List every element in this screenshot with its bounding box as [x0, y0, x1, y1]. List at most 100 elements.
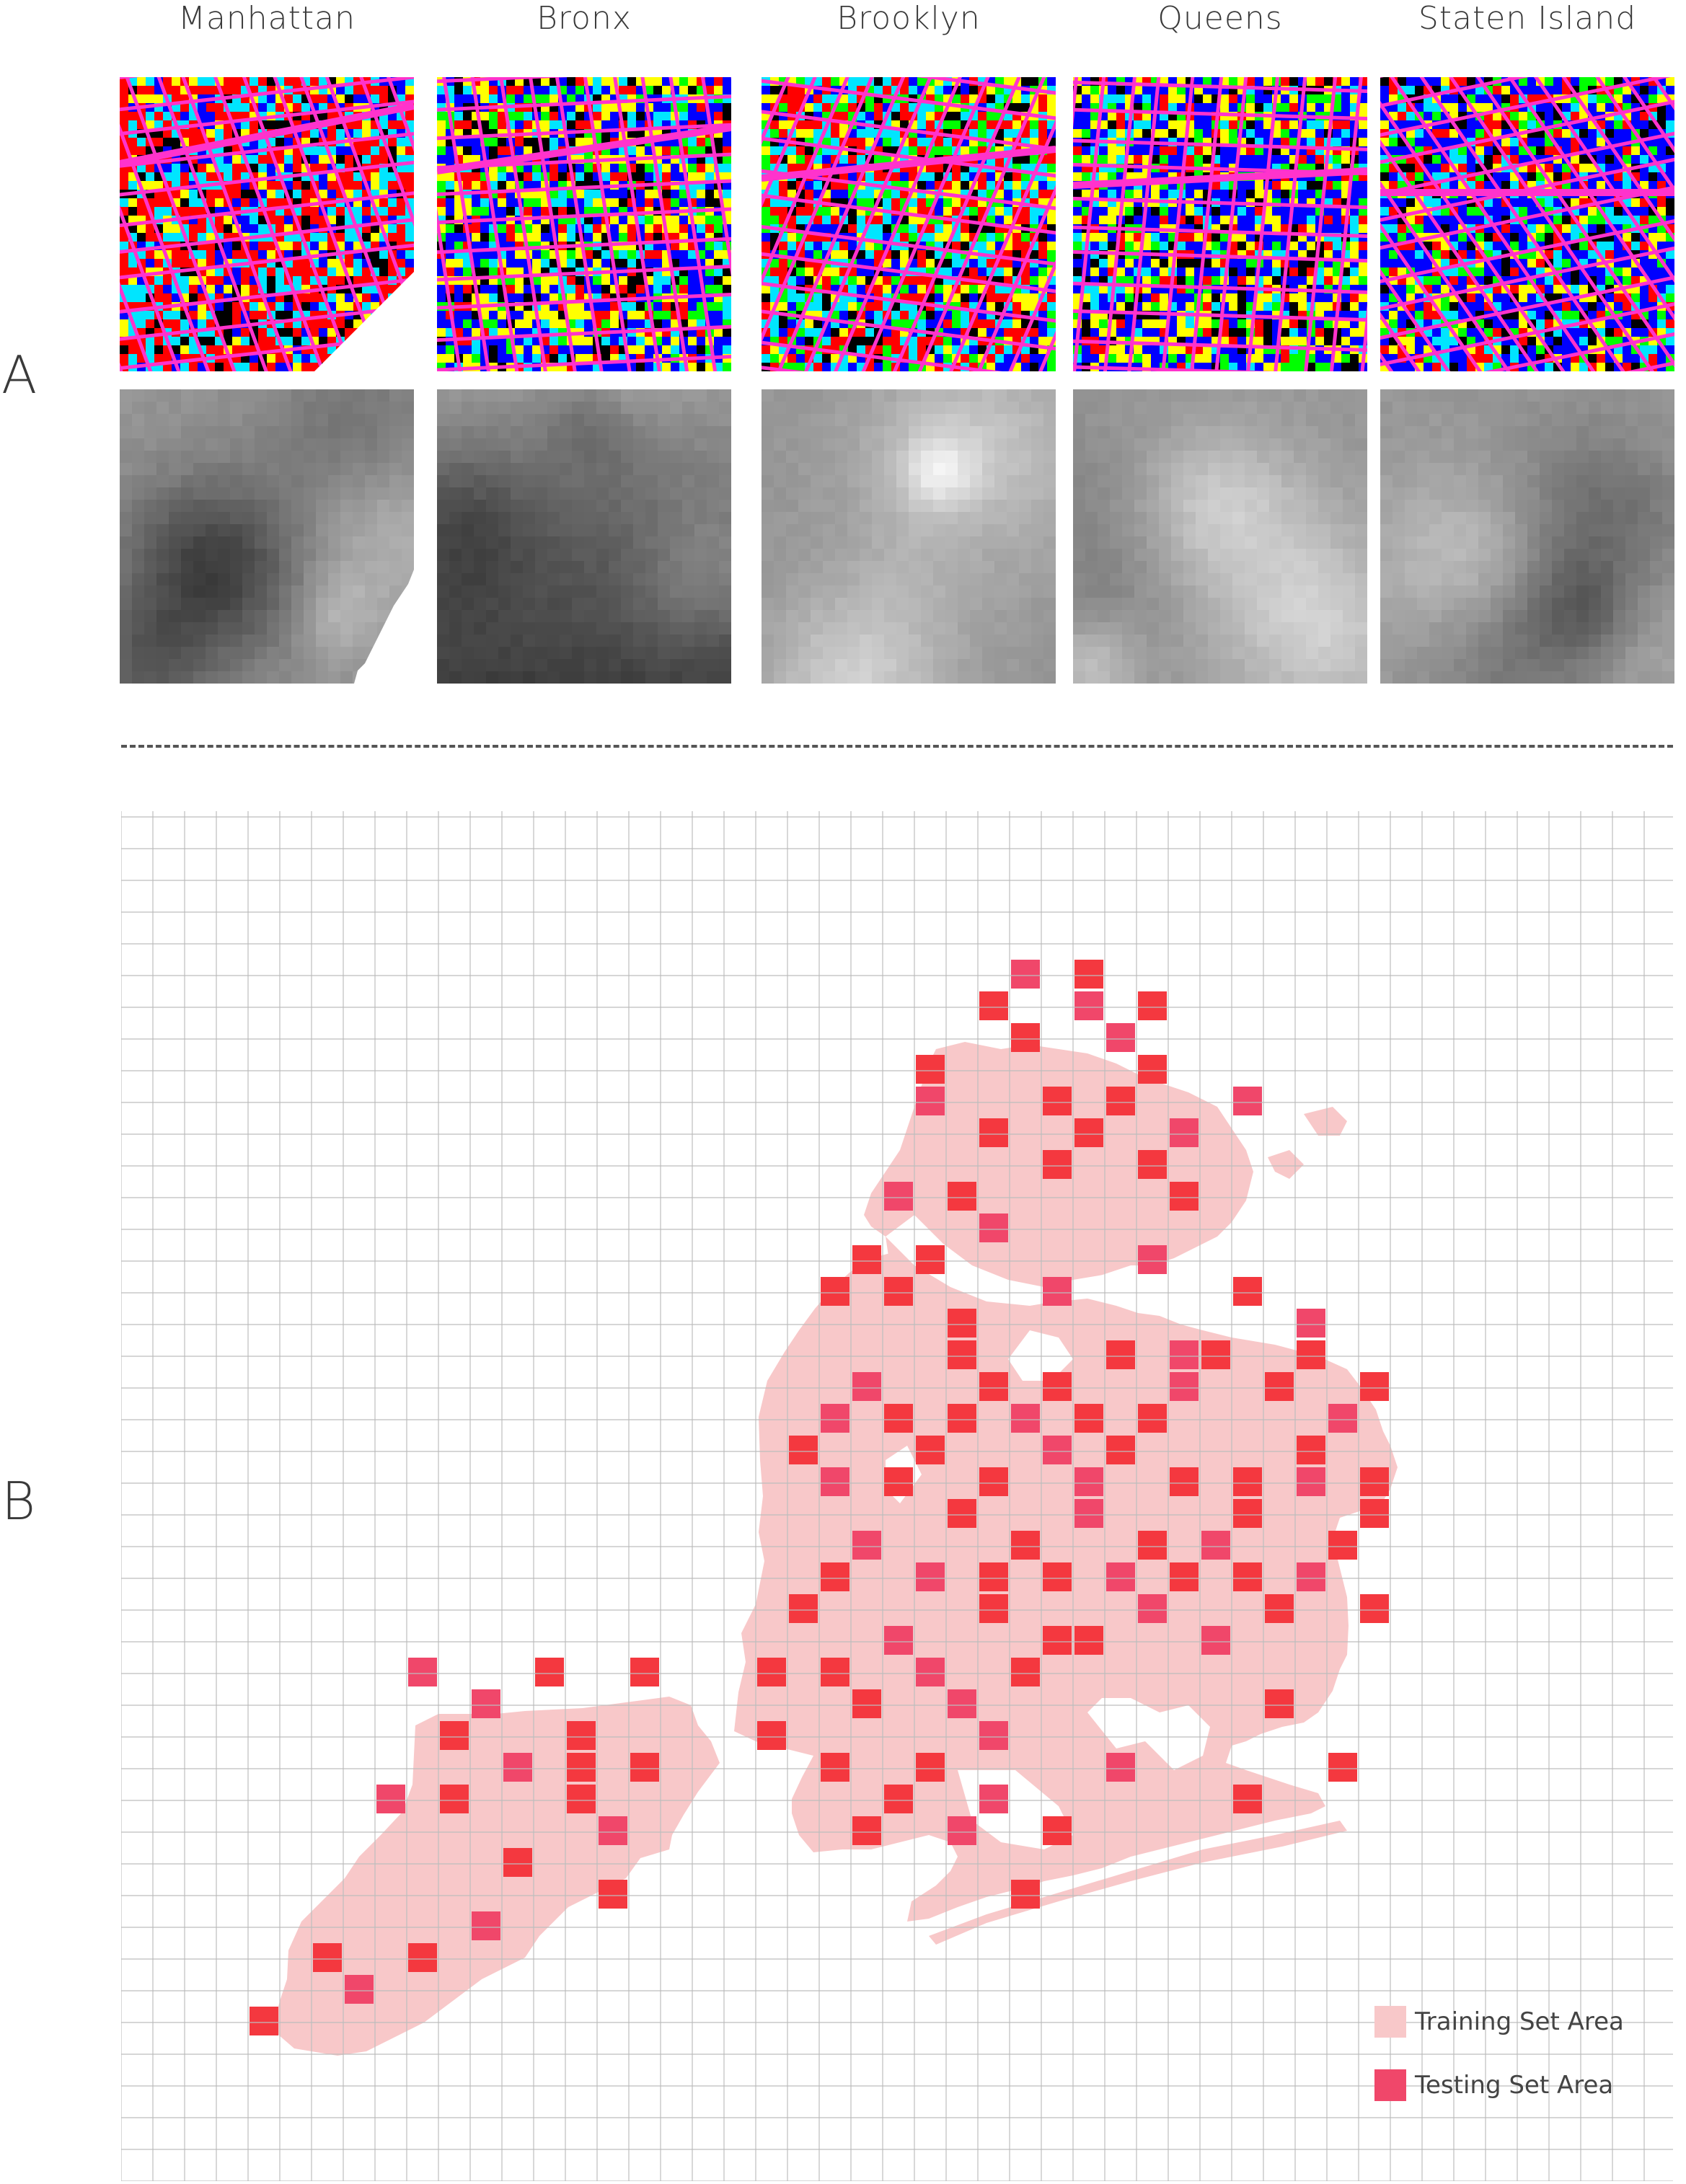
- testing-square: [948, 1689, 976, 1718]
- testing-square: [440, 1785, 469, 1813]
- testing-square: [408, 1658, 437, 1686]
- testing-square: [1106, 1753, 1135, 1782]
- legend-training-swatch: [1374, 2006, 1406, 2038]
- testing-square: [1360, 1499, 1389, 1528]
- testing-square: [948, 1309, 976, 1338]
- testing-square: [1074, 1499, 1103, 1528]
- legend-training-label: Training Set Area: [1415, 2007, 1624, 2036]
- testing-square: [1011, 1531, 1040, 1560]
- testing-square: [313, 1943, 342, 1972]
- testing-square: [1297, 1562, 1325, 1591]
- landuse-tile-brooklyn: [762, 77, 1056, 371]
- testing-square: [1297, 1340, 1325, 1369]
- legend-testing-label: Testing Set Area: [1415, 2071, 1614, 2100]
- testing-square: [1011, 1404, 1040, 1433]
- testing-square: [1233, 1087, 1262, 1115]
- testing-square: [884, 1182, 913, 1211]
- testing-square: [567, 1785, 596, 1813]
- testing-square: [1074, 1626, 1103, 1655]
- testing-square: [948, 1404, 976, 1433]
- testing-square: [979, 1467, 1008, 1496]
- testing-square: [948, 1340, 976, 1369]
- testing-square: [1265, 1689, 1294, 1718]
- testing-square: [948, 1499, 976, 1528]
- testing-square: [1138, 1594, 1167, 1623]
- testing-square: [599, 1816, 627, 1845]
- testing-square: [1138, 1245, 1167, 1274]
- testing-square: [852, 1689, 881, 1718]
- testing-square: [979, 1118, 1008, 1147]
- grayscale-tile-staten-island: [1380, 389, 1674, 684]
- testing-square: [1043, 1277, 1072, 1306]
- testing-square: [1360, 1594, 1389, 1623]
- testing-square: [472, 1689, 500, 1718]
- testing-square: [948, 1182, 976, 1211]
- testing-square: [1138, 1404, 1167, 1433]
- testing-square: [535, 1658, 564, 1686]
- testing-square: [821, 1562, 849, 1591]
- testing-square: [1201, 1531, 1230, 1560]
- testing-square: [1043, 1087, 1072, 1115]
- panel-a-label: A: [1, 345, 37, 405]
- testing-square: [757, 1721, 786, 1750]
- testing-square: [884, 1404, 913, 1433]
- testing-square: [852, 1531, 881, 1560]
- testing-square: [1011, 1880, 1040, 1909]
- testing-square: [916, 1658, 945, 1686]
- borough-title-staten-island: Staten Island: [1418, 0, 1637, 37]
- testing-square: [345, 1975, 374, 2004]
- testing-square: [979, 1562, 1008, 1591]
- testing-square: [567, 1753, 596, 1782]
- testing-square: [821, 1404, 849, 1433]
- grayscale-tile-bronx: [437, 389, 731, 684]
- testing-square: [916, 1245, 945, 1274]
- testing-square: [916, 1562, 945, 1591]
- panel-b-label: B: [1, 1471, 36, 1531]
- rockaway-shape: [929, 1821, 1347, 1945]
- testing-square: [757, 1658, 786, 1686]
- testing-square: [884, 1785, 913, 1813]
- testing-square: [1074, 1467, 1103, 1496]
- testing-square: [1043, 1372, 1072, 1401]
- testing-square: [1233, 1785, 1262, 1813]
- water-channel: [886, 1215, 1224, 1306]
- testing-square: [916, 1436, 945, 1464]
- testing-square: [567, 1721, 596, 1750]
- testing-square: [1138, 1055, 1167, 1084]
- testing-square: [630, 1658, 659, 1686]
- legend-testing-swatch: [1374, 2069, 1406, 2101]
- testing-square: [821, 1658, 849, 1686]
- testing-square: [1233, 1499, 1262, 1528]
- testing-square: [408, 1943, 437, 1972]
- testing-square: [1011, 960, 1040, 989]
- testing-square: [1043, 1626, 1072, 1655]
- testing-square: [630, 1753, 659, 1782]
- water-channel: [1087, 1698, 1210, 1770]
- borough-title-manhattan: Manhattan: [177, 0, 356, 37]
- testing-square: [1360, 1467, 1389, 1496]
- testing-square: [948, 1816, 976, 1845]
- testing-square: [1106, 1436, 1135, 1464]
- testing-square: [503, 1753, 532, 1782]
- testing-square: [1138, 1150, 1167, 1179]
- testing-square: [916, 1753, 945, 1782]
- testing-square: [1138, 991, 1167, 1020]
- testing-square: [1170, 1118, 1199, 1147]
- testing-square: [376, 1785, 405, 1813]
- testing-square: [1011, 1023, 1040, 1052]
- testing-square: [1297, 1309, 1325, 1338]
- testing-square: [1043, 1816, 1072, 1845]
- testing-square: [852, 1372, 881, 1401]
- testing-square: [1360, 1372, 1389, 1401]
- testing-square: [1170, 1562, 1199, 1591]
- testing-square: [1043, 1562, 1072, 1591]
- testing-square: [1170, 1182, 1199, 1211]
- testing-square: [1043, 1150, 1072, 1179]
- testing-square: [1074, 991, 1103, 1020]
- testing-square: [1074, 960, 1103, 989]
- testing-square: [1106, 1562, 1135, 1591]
- testing-square: [852, 1245, 881, 1274]
- testing-square: [1297, 1436, 1325, 1464]
- testing-square: [821, 1277, 849, 1306]
- borough-title-bronx: Bronx: [537, 0, 632, 37]
